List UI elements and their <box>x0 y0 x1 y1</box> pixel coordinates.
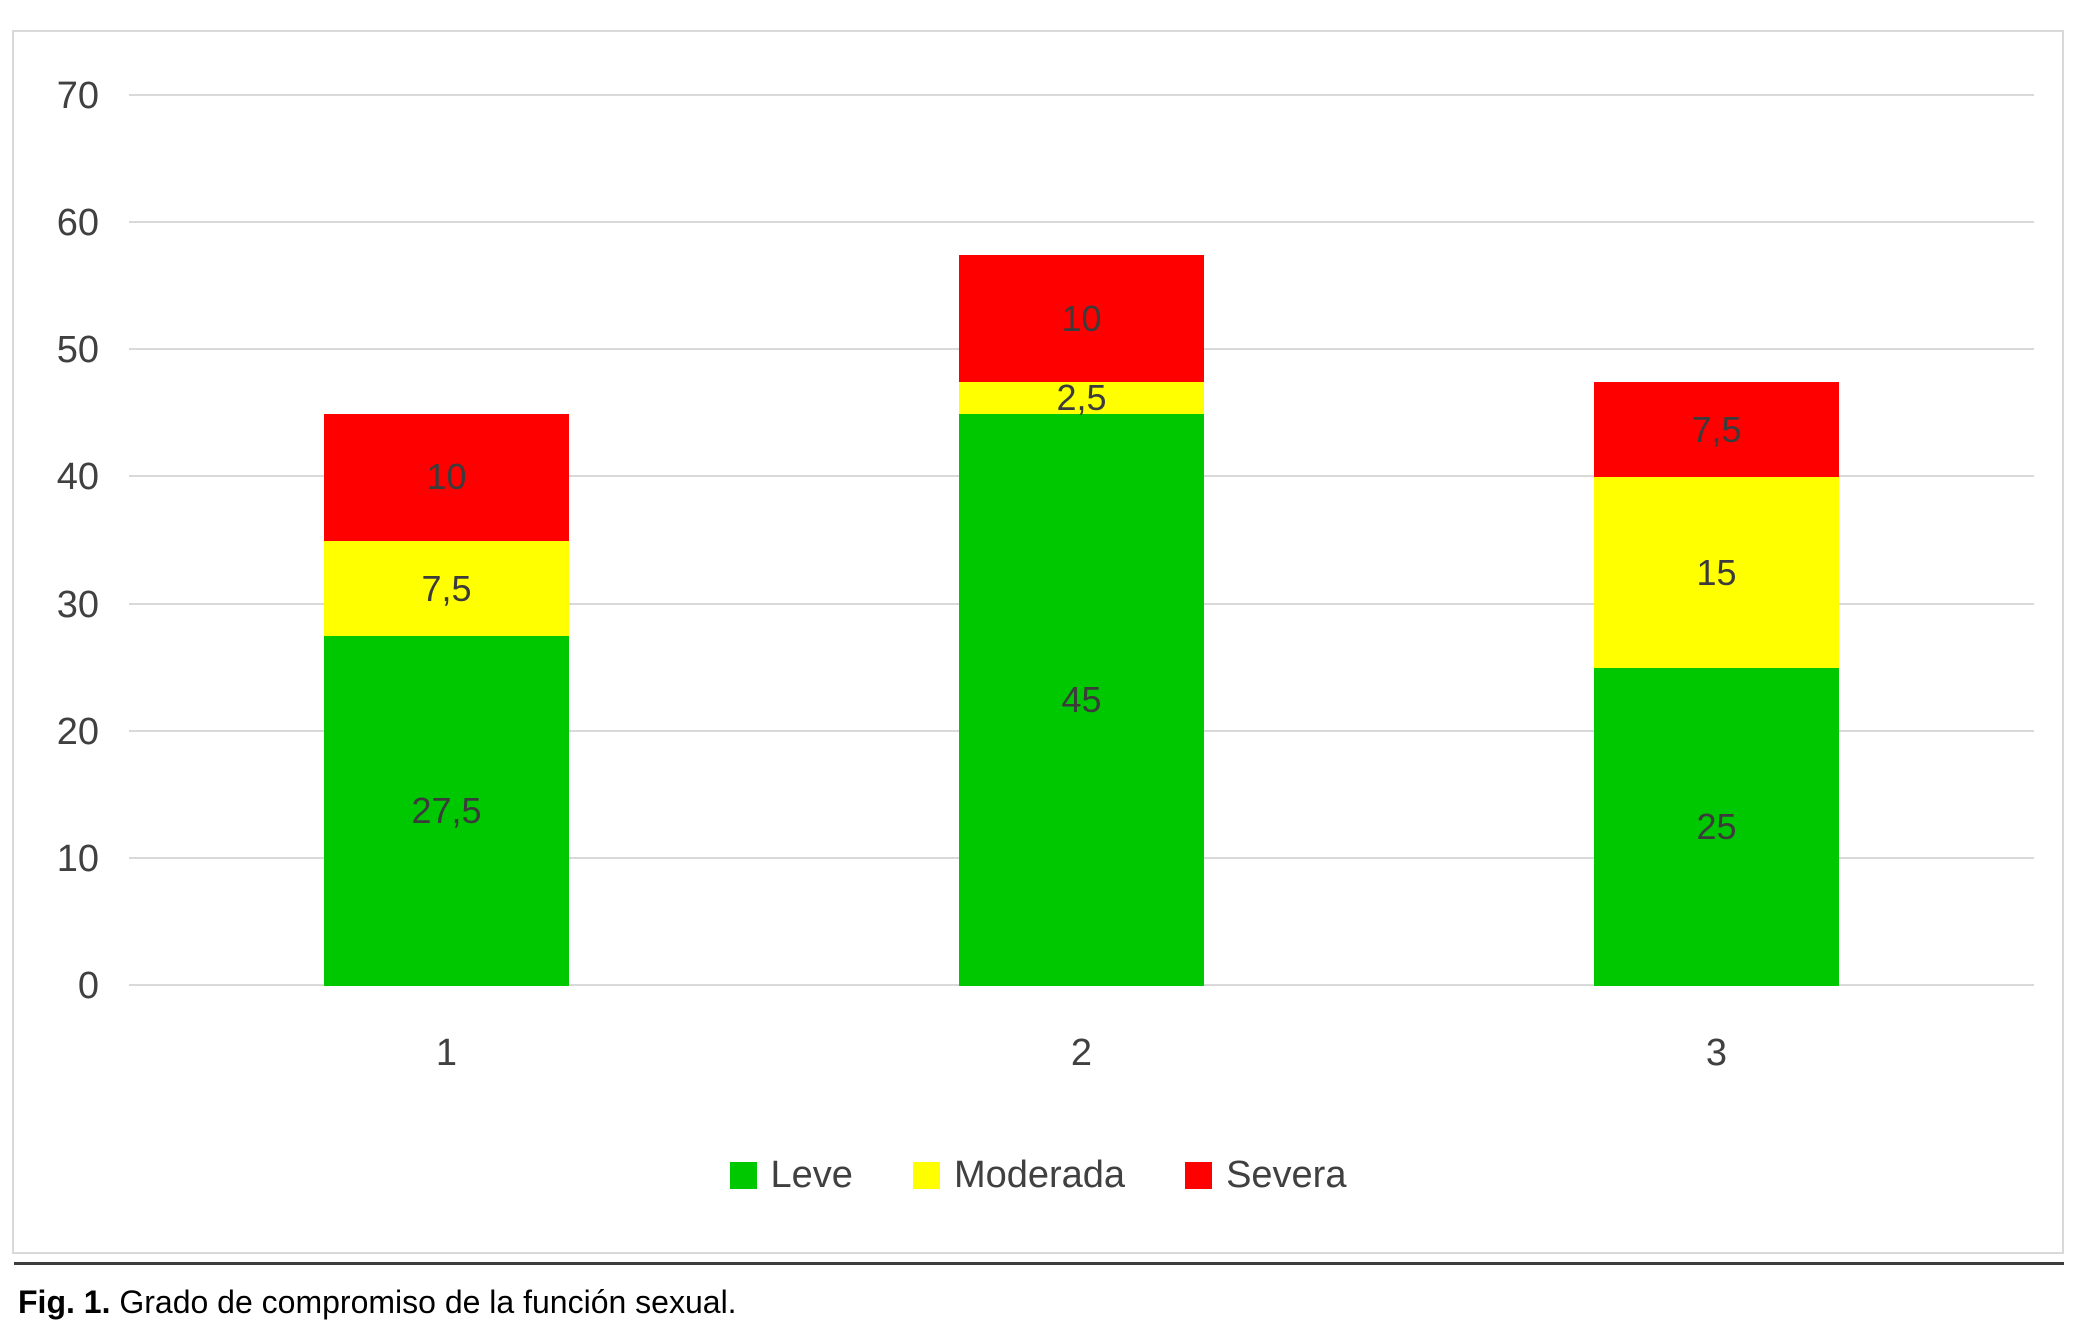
y-axis-tick-label: 60 <box>56 202 99 245</box>
legend-swatch-icon <box>729 1162 757 1189</box>
data-label: 10 <box>1061 297 1102 339</box>
segment-leve: 27,5 <box>324 636 569 986</box>
y-axis-tick-label: 70 <box>56 75 99 117</box>
y-axis-tick-label: 50 <box>56 329 99 372</box>
data-label: 7,5 <box>421 567 472 609</box>
segment-moderada: 7,5 <box>324 541 569 637</box>
gridline <box>129 94 2034 96</box>
data-label: 15 <box>1696 551 1737 593</box>
data-label: 25 <box>1696 806 1737 848</box>
data-label: 2,5 <box>1056 376 1107 418</box>
caption-prefix: Fig. 1. <box>18 1284 111 1320</box>
data-label: 7,5 <box>1691 408 1742 450</box>
segment-leve: 45 <box>959 413 1204 986</box>
segment-moderada: 15 <box>1594 477 1839 669</box>
plot-area: 0 10 20 30 40 50 60 70 27,5 7,5 10 45 2,5 10 25 15 7,5 <box>57 77 2034 1005</box>
legend-item-moderada: Moderada <box>912 1154 1126 1197</box>
stacked-bar-2: 45 2,5 10 <box>959 96 1204 986</box>
legend-label: Leve <box>770 1154 853 1196</box>
legend: Leve Moderada Severa <box>14 1154 2062 1197</box>
x-axis-category-label: 2 <box>1070 1032 1093 1074</box>
x-axis-category-label: 1 <box>435 1032 458 1074</box>
bar-slot: 45 2,5 10 <box>764 96 1399 986</box>
y-axis-tick-label: 10 <box>56 837 99 880</box>
stacked-bar-1: 27,5 7,5 10 <box>324 96 569 986</box>
figure-caption: Fig. 1. Grado de compromiso de la funció… <box>18 1284 737 1321</box>
y-axis-tick-label: 30 <box>56 583 99 626</box>
data-label: 27,5 <box>411 790 482 832</box>
x-axis-category-label: 3 <box>1705 1032 1728 1074</box>
segment-moderada: 2,5 <box>959 376 1204 418</box>
gridline <box>129 221 2034 224</box>
stacked-bar-3: 25 15 7,5 <box>1594 96 1839 986</box>
legend-swatch-icon <box>912 1162 940 1189</box>
caption-text: Grado de compromiso de la función sexual… <box>119 1284 737 1320</box>
legend-swatch-icon <box>1185 1162 1213 1189</box>
caption-divider <box>14 1262 2064 1265</box>
x-axis-labels: 1 2 3 <box>129 1032 2034 1075</box>
legend-label: Severa <box>1226 1154 1347 1196</box>
y-axis-tick-label: 40 <box>56 456 99 499</box>
bars-area: 27,5 7,5 10 45 2,5 10 25 15 7,5 <box>129 96 2034 986</box>
segment-severa: 10 <box>324 413 569 542</box>
legend-label: Moderada <box>953 1154 1126 1196</box>
bar-slot: 27,5 7,5 10 <box>129 96 764 986</box>
legend-item-severa: Severa <box>1185 1154 1346 1197</box>
legend-item-leve: Leve <box>729 1154 853 1197</box>
chart-container: 0 10 20 30 40 50 60 70 27,5 7,5 10 45 2,5 10 25 15 7,5 1… <box>12 30 2064 1254</box>
y-axis-tick-label: 0 <box>77 965 99 1007</box>
y-axis-tick-label: 20 <box>56 710 99 753</box>
segment-leve: 25 <box>1594 668 1839 986</box>
segment-severa: 10 <box>959 254 1204 383</box>
data-label: 10 <box>426 456 467 498</box>
bar-slot: 25 15 7,5 <box>1399 96 2034 986</box>
segment-severa: 7,5 <box>1594 382 1839 478</box>
data-label: 45 <box>1061 678 1102 720</box>
